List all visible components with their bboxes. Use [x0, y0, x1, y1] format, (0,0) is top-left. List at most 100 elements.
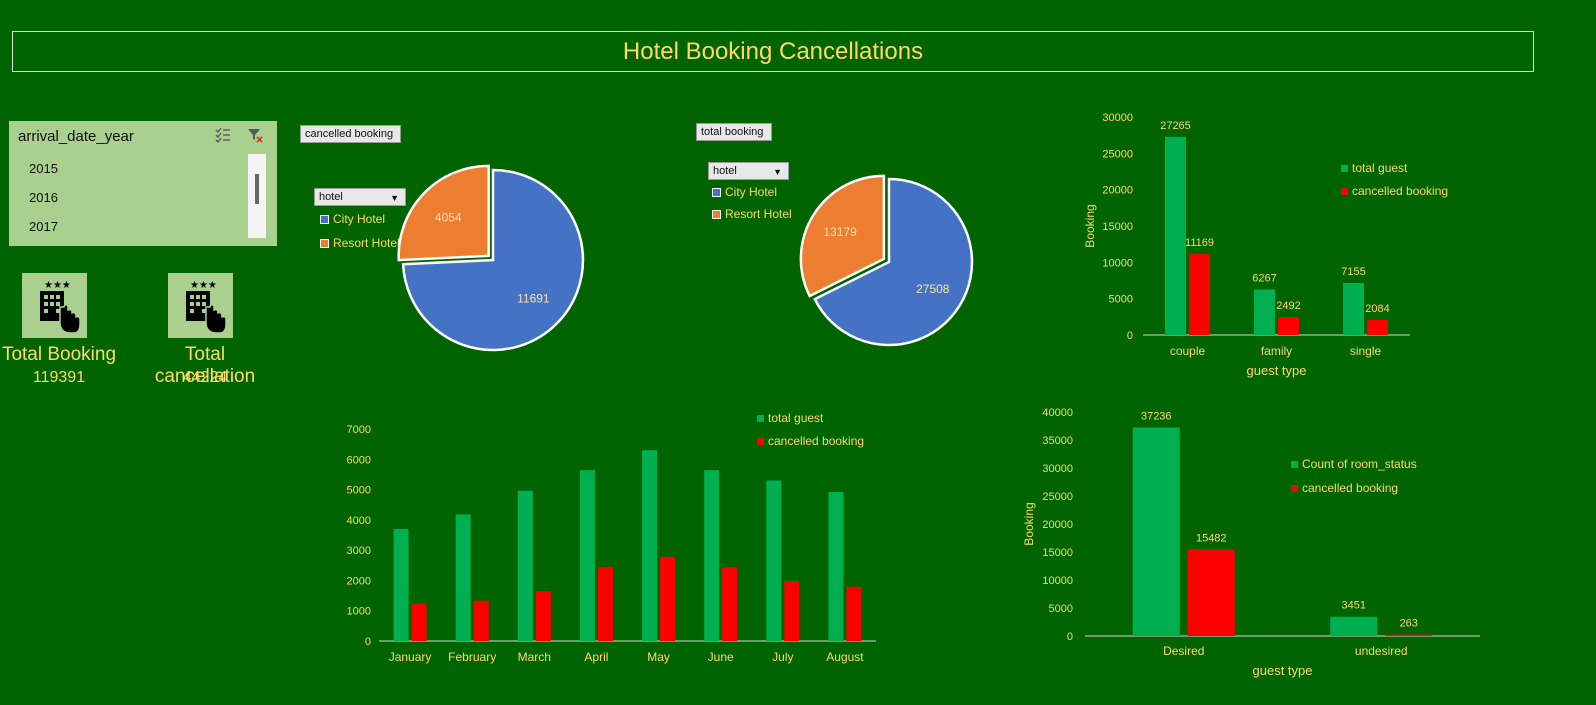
x-category-label: August	[826, 650, 864, 664]
y-tick-label: 2000	[347, 575, 371, 587]
x-category-label: June	[708, 650, 734, 664]
legend-resort-hotel: Resort Hotel	[320, 236, 400, 250]
x-category-label: May	[647, 650, 670, 664]
bar-cancelled-booking	[660, 556, 676, 641]
hotel-filter-dropdown-2[interactable]: hotel ▼	[708, 162, 789, 180]
bar-cancelled-booking	[473, 600, 489, 641]
bar-total-guest	[455, 514, 471, 641]
clear-filter-icon[interactable]	[247, 127, 263, 143]
bar-total-guest	[393, 528, 409, 641]
legend-city-hotel-label: City Hotel	[333, 212, 386, 226]
total-cancellation-hotel-icon: ★★★	[168, 273, 233, 338]
bar-total-guest	[642, 450, 658, 641]
pie-slice-resort-hotel	[799, 174, 886, 298]
y-tick-label: 6000	[347, 454, 371, 466]
bar-cancelled-booking	[597, 567, 613, 641]
y-tick-label: 0	[1067, 631, 1073, 643]
bar-cancelled-booking	[722, 567, 738, 641]
pie-data-label: 4054	[435, 210, 462, 224]
bar-cancelled-booking	[1189, 253, 1210, 335]
x-category-label: April	[584, 650, 608, 664]
dashboard-title: Hotel Booking Cancellations	[622, 37, 924, 65]
bar-cancelled-booking	[1367, 319, 1388, 335]
dropdown-arrow-icon: ▼	[773, 167, 782, 177]
bar-data-label: 11169	[1185, 237, 1214, 249]
y-tick-label: 40000	[1042, 407, 1073, 419]
y-axis-title: Booking	[1083, 204, 1097, 247]
y-tick-label: 10000	[1102, 257, 1133, 269]
bar-cancelled-booking	[784, 581, 800, 641]
bar-total-guest	[1165, 136, 1186, 335]
legend-city-hotel: City Hotel	[320, 212, 385, 226]
y-tick-label: 4000	[347, 515, 371, 527]
y-tick-label: 25000	[1042, 491, 1073, 503]
bar-total-guest	[766, 480, 782, 641]
legend-city-hotel-label-2: City Hotel	[725, 185, 778, 199]
slicer-scrollbar[interactable]	[248, 154, 266, 238]
legend-swatch	[320, 239, 329, 249]
x-category-label: March	[518, 650, 551, 664]
multi-select-icon[interactable]	[215, 127, 231, 143]
x-axis-title: guest type	[1253, 663, 1313, 678]
y-tick-label: 1000	[347, 606, 371, 618]
cancelled-booking-field-button[interactable]: cancelled booking	[300, 125, 401, 143]
slicer-scroll-thumb[interactable]	[255, 174, 259, 204]
y-tick-label: 30000	[1042, 463, 1073, 475]
legend-swatch	[1341, 165, 1348, 172]
legend-resort-hotel-2: Resort Hotel	[712, 207, 792, 221]
bar-data-label: 263	[1400, 618, 1418, 630]
x-category-label: January	[389, 650, 432, 664]
legend-label: total guest	[1352, 161, 1408, 175]
legend-label: cancelled booking	[768, 434, 864, 448]
slicer-item-2017[interactable]: 2017	[29, 219, 58, 234]
y-tick-label: 25000	[1102, 148, 1133, 160]
total-cancellation-value: 44224	[182, 369, 228, 386]
y-tick-label: 0	[1127, 330, 1133, 342]
y-tick-label: 5000	[347, 485, 371, 497]
y-tick-label: 35000	[1042, 435, 1073, 447]
bar-total-guest	[1254, 289, 1275, 335]
slicer-header: arrival_date_year	[18, 128, 134, 145]
bar-data-label: 2492	[1276, 300, 1300, 312]
x-category-label: July	[772, 650, 793, 664]
bar-total-guest	[517, 490, 533, 641]
legend-label: cancelled booking	[1302, 481, 1398, 495]
bar-data-label: 15482	[1196, 532, 1227, 544]
bar-cancelled-booking	[1187, 549, 1235, 636]
y-tick-label: 0	[365, 636, 371, 648]
y-tick-label: 5000	[1109, 294, 1133, 306]
dropdown-arrow-icon: ▼	[390, 193, 399, 203]
x-category-label: Desired	[1163, 644, 1204, 658]
legend-swatch	[1341, 188, 1348, 195]
y-tick-label: 3000	[347, 545, 371, 557]
y-tick-label: 15000	[1042, 547, 1073, 559]
legend-resort-hotel-label-2: Resort Hotel	[725, 207, 792, 221]
bar-cancelled-booking	[1385, 634, 1433, 636]
legend-label: total guest	[768, 411, 824, 425]
slicer-item-2015[interactable]: 2015	[29, 161, 58, 176]
total-cancellation-label: Total cancellation	[154, 344, 256, 387]
y-tick-label: 10000	[1042, 575, 1073, 587]
y-tick-label: 30000	[1102, 112, 1133, 124]
year-slicer[interactable]: arrival_date_year 2015 2016 2017	[9, 121, 277, 246]
bar-total-guest	[704, 470, 720, 641]
total-booking-field-button[interactable]: total booking	[696, 123, 772, 141]
bar-count-of-room-status	[1132, 427, 1180, 636]
legend-swatch	[712, 210, 721, 220]
dashboard-title-box: Hotel Booking Cancellations	[12, 31, 1534, 72]
y-tick-label: 20000	[1102, 185, 1133, 197]
hotel-filter-dropdown[interactable]: hotel ▼	[314, 188, 406, 206]
bar-cancelled-booking	[1278, 316, 1299, 335]
svg-text:★★★: ★★★	[44, 280, 71, 291]
legend-city-hotel-2: City Hotel	[712, 185, 777, 199]
svg-text:★★★: ★★★	[190, 280, 217, 291]
total-booking-label: Total Booking	[1, 344, 117, 365]
slicer-item-2016[interactable]: 2016	[29, 190, 58, 205]
x-category-label: couple	[1170, 344, 1206, 358]
bar-cancelled-booking	[846, 586, 862, 641]
legend-swatch	[320, 215, 329, 225]
x-category-label: undesired	[1355, 644, 1408, 658]
y-tick-label: 7000	[347, 424, 371, 436]
bar-data-label: 3451	[1342, 600, 1366, 612]
y-axis-title: Booking	[1022, 502, 1036, 545]
